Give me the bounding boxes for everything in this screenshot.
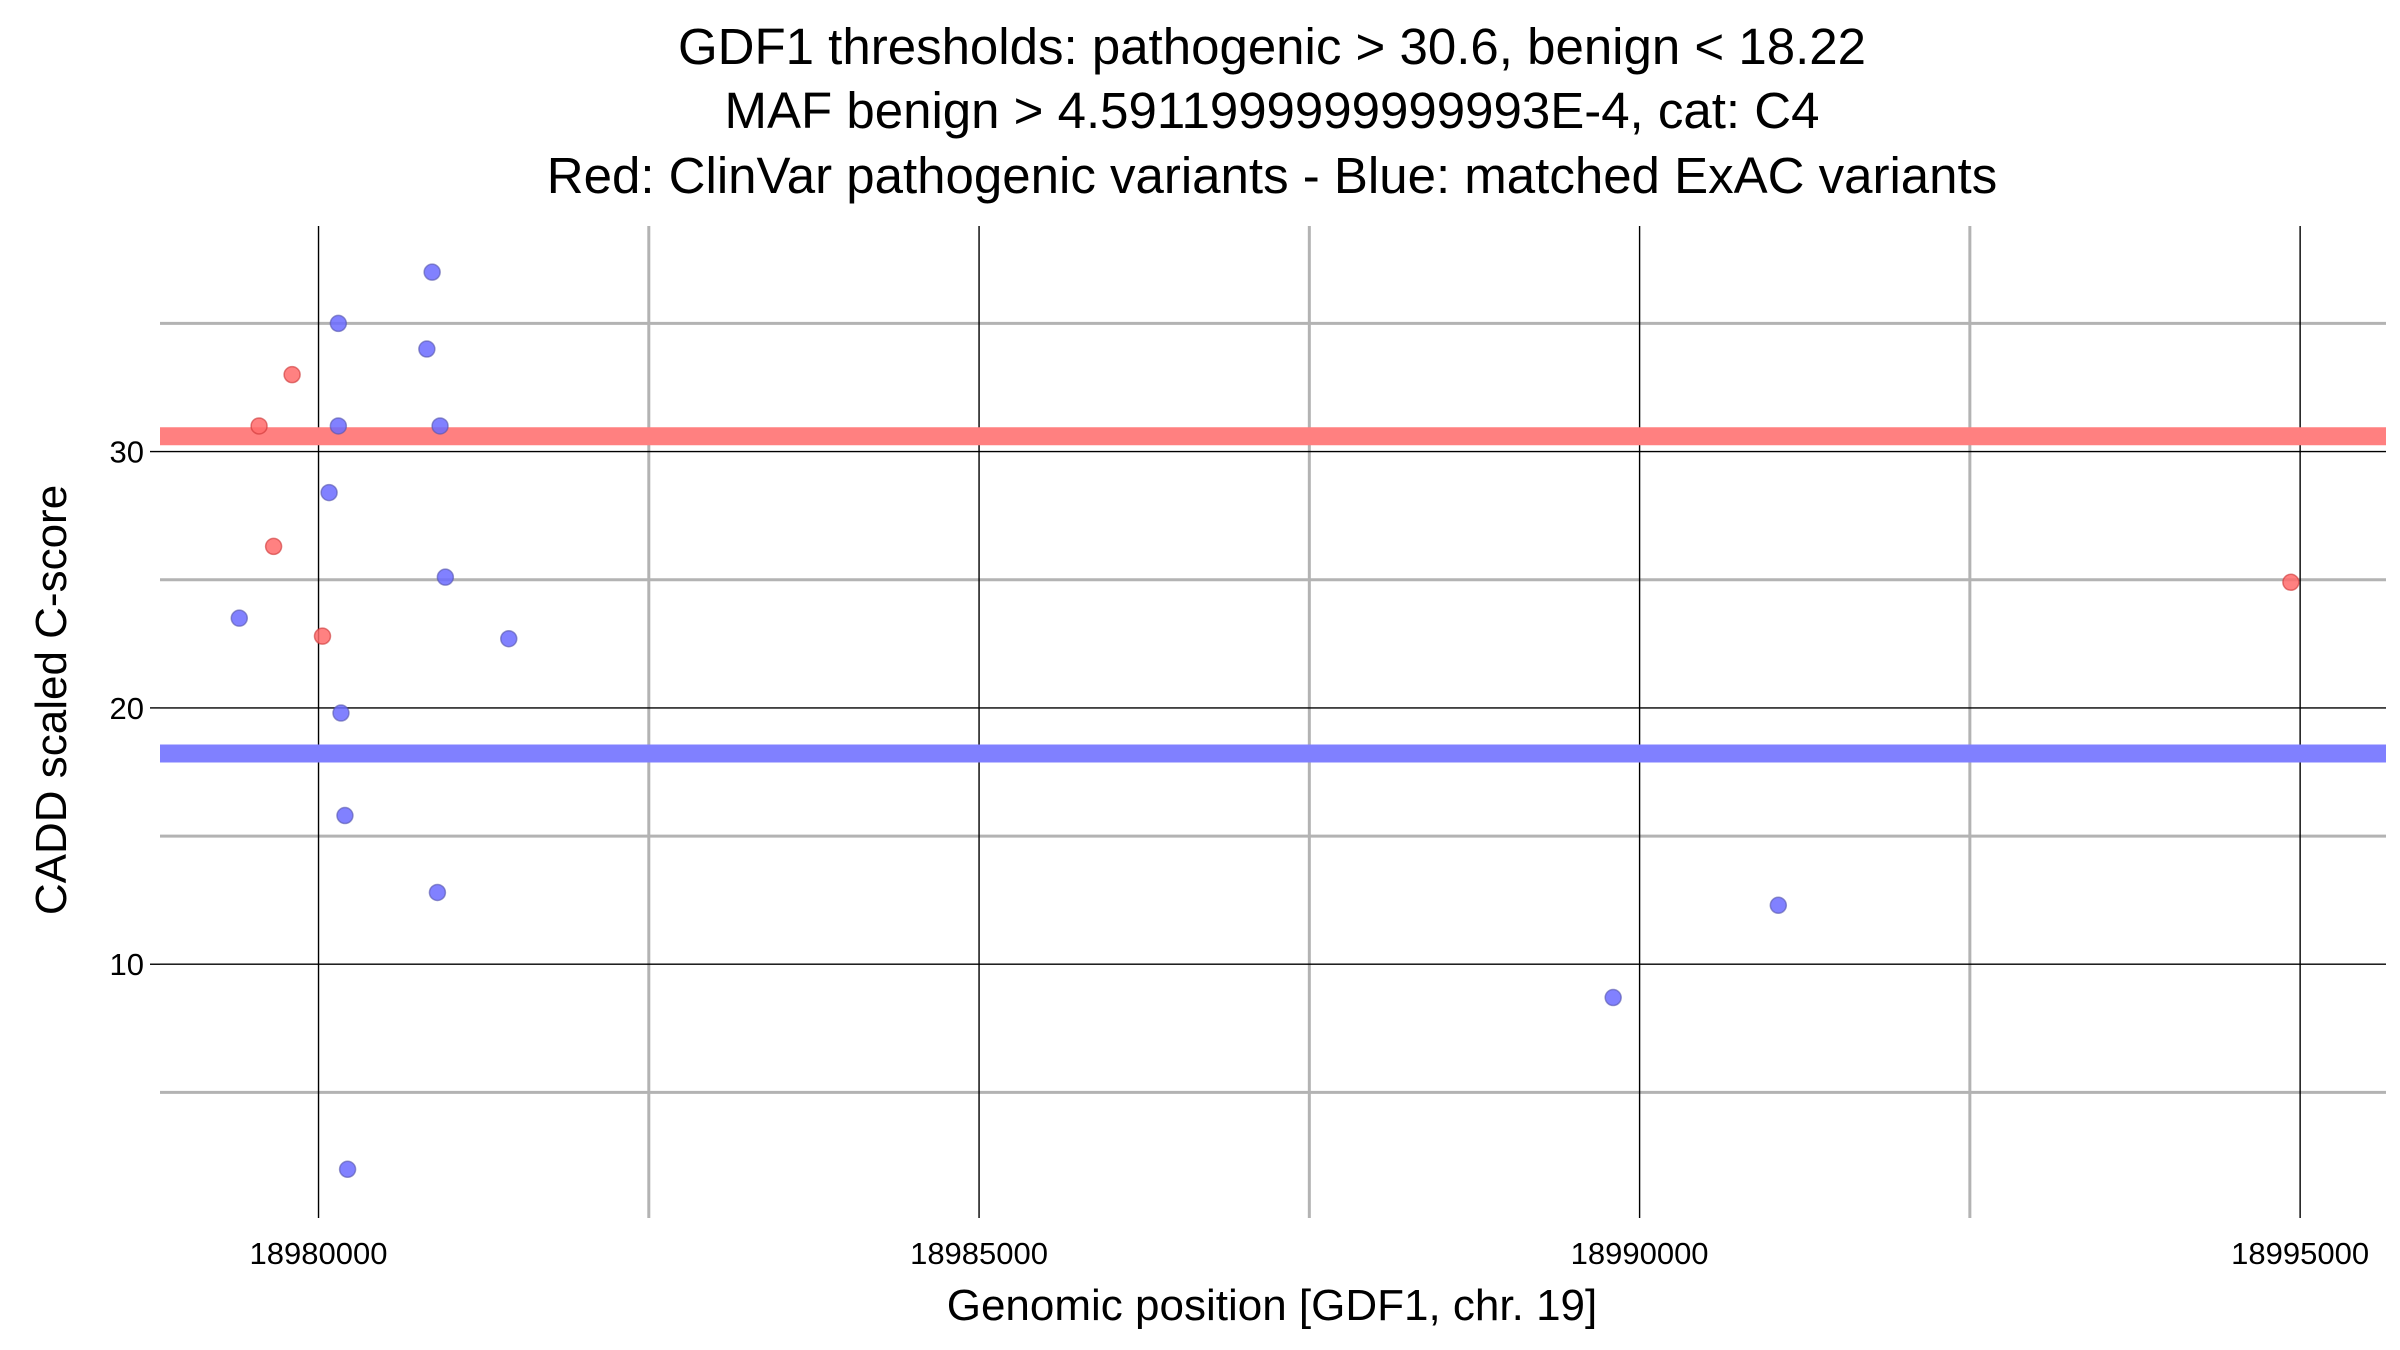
- title-line-1: GDF1 thresholds: pathogenic > 30.6, beni…: [678, 18, 1866, 75]
- tick-layer: 10 20 30 18980000 18985000 18990000 18995000: [110, 435, 2370, 1271]
- pathogenic-point: [2282, 573, 2300, 592]
- pathogenic-point: [264, 537, 283, 556]
- exac-point: [230, 609, 249, 627]
- y-axis-label: CADD scaled C-score: [27, 485, 76, 915]
- exac-point: [1769, 896, 1788, 915]
- exac-point: [329, 314, 348, 333]
- y-tick-label: 20: [110, 691, 144, 726]
- exac-point: [329, 417, 348, 435]
- pathogenic-point: [283, 365, 301, 384]
- exac-point: [418, 340, 436, 358]
- x-axis-label: Genomic position [GDF1, chr. 19]: [947, 1281, 1598, 1330]
- threshold-layer: [160, 427, 2386, 763]
- x-tick-label: 18990000: [1571, 1236, 1709, 1271]
- pathogenic-point: [313, 627, 332, 645]
- points-layer: [230, 263, 2300, 1179]
- grid-layer: [160, 226, 2386, 1218]
- title-line-3: Red: ClinVar pathogenic variants - Blue:…: [547, 147, 1997, 204]
- y-tick-label: 30: [110, 435, 144, 470]
- exac-point: [320, 483, 338, 502]
- pathogenic-point: [250, 417, 268, 435]
- exac-point: [431, 417, 449, 435]
- exac-point: [428, 883, 447, 902]
- exac-point: [332, 704, 350, 722]
- exac-point: [500, 629, 518, 648]
- y-tick-label: 10: [110, 947, 144, 982]
- exac-point: [423, 263, 441, 281]
- exac-point: [436, 568, 455, 586]
- x-tick-label: 18985000: [910, 1236, 1048, 1271]
- chart-title: GDF1 thresholds: pathogenic > 30.6, beni…: [547, 18, 1997, 204]
- exac-point: [336, 806, 354, 825]
- title-line-2: MAF benign > 4.5911999999999993E-4, cat:…: [725, 82, 1820, 139]
- exac-point: [1604, 988, 1622, 1007]
- x-tick-label: 18995000: [2231, 1236, 2369, 1271]
- x-tick-label: 18980000: [250, 1236, 388, 1271]
- exac-point: [338, 1160, 357, 1179]
